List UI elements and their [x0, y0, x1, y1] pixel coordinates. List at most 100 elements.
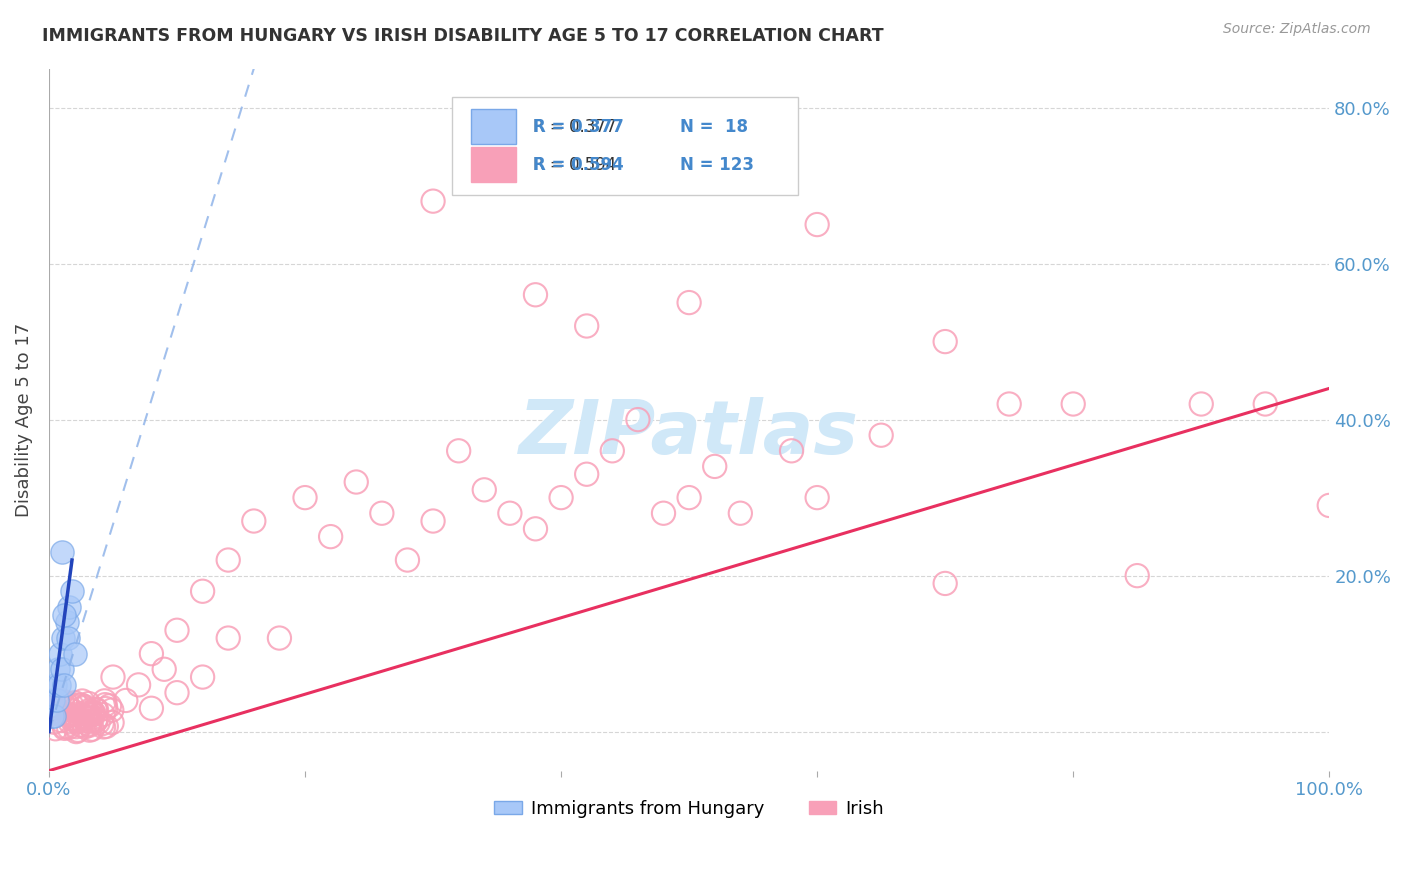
Point — [84, 714, 107, 728]
Point — [59, 714, 82, 729]
Point — [66, 707, 89, 722]
Point — [141, 701, 163, 715]
Point — [934, 576, 956, 591]
Point — [93, 694, 115, 708]
Point — [66, 714, 89, 729]
Point — [58, 599, 80, 614]
Point — [217, 631, 239, 645]
Point — [319, 530, 342, 544]
Point — [60, 712, 83, 726]
Point — [128, 678, 150, 692]
Text: N = 123: N = 123 — [681, 156, 754, 174]
Point — [63, 647, 86, 661]
Point — [55, 696, 77, 710]
Text: R = 0.377: R = 0.377 — [533, 118, 624, 136]
Point — [73, 699, 96, 714]
Point — [45, 701, 67, 715]
Point — [191, 584, 214, 599]
Point — [65, 712, 87, 726]
Point — [91, 707, 114, 722]
Point — [780, 443, 803, 458]
Point — [79, 723, 101, 738]
Point — [51, 693, 73, 707]
Point — [166, 686, 188, 700]
Point — [344, 475, 367, 489]
Point — [69, 713, 91, 727]
Point — [153, 662, 176, 676]
Point — [65, 720, 87, 734]
Point — [269, 631, 291, 645]
Point — [53, 720, 76, 734]
Point — [371, 506, 394, 520]
Text: R = 0.594: R = 0.594 — [533, 156, 616, 174]
Point — [53, 722, 76, 736]
Point — [1317, 499, 1340, 513]
Point — [1189, 397, 1212, 411]
Point — [94, 701, 117, 715]
Point — [1062, 397, 1084, 411]
Point — [77, 717, 100, 731]
Point — [66, 723, 89, 738]
Point — [69, 718, 91, 732]
Point — [83, 706, 105, 720]
Point — [84, 702, 107, 716]
Point — [44, 722, 66, 736]
Point — [652, 506, 675, 520]
Point — [60, 584, 83, 599]
Point — [77, 707, 100, 722]
Point — [934, 334, 956, 349]
Point — [499, 506, 522, 520]
Point — [42, 709, 65, 723]
Point — [422, 514, 444, 528]
Point — [806, 218, 828, 232]
Point — [96, 719, 118, 733]
Point — [63, 696, 86, 710]
Point — [524, 522, 547, 536]
Point — [73, 720, 96, 734]
Point — [59, 708, 82, 723]
Text: R = 0.594: R = 0.594 — [533, 156, 624, 174]
Y-axis label: Disability Age 5 to 17: Disability Age 5 to 17 — [15, 323, 32, 516]
Point — [72, 706, 94, 721]
Point — [79, 703, 101, 717]
Point — [91, 716, 114, 731]
Point — [870, 428, 893, 442]
Point — [66, 713, 89, 727]
Point — [703, 459, 725, 474]
Point — [678, 491, 700, 505]
Bar — [471, 109, 516, 145]
Point — [82, 722, 104, 736]
Point — [217, 553, 239, 567]
Point — [79, 718, 101, 732]
Bar — [471, 147, 516, 182]
Text: Source: ZipAtlas.com: Source: ZipAtlas.com — [1223, 22, 1371, 37]
Legend: Immigrants from Hungary, Irish: Immigrants from Hungary, Irish — [488, 792, 891, 825]
Point — [191, 670, 214, 684]
Point — [51, 706, 73, 721]
Point — [44, 678, 66, 692]
Point — [77, 697, 100, 711]
Point — [101, 703, 124, 717]
Point — [114, 693, 136, 707]
Point — [101, 670, 124, 684]
Point — [56, 631, 79, 645]
FancyBboxPatch shape — [453, 96, 799, 195]
Point — [58, 707, 80, 722]
Point — [42, 715, 65, 730]
Point — [66, 698, 89, 713]
Text: ZIPatlas: ZIPatlas — [519, 397, 859, 470]
Point — [84, 712, 107, 726]
Point — [600, 443, 623, 458]
Point — [76, 711, 98, 725]
Point — [72, 708, 94, 723]
Point — [82, 707, 104, 722]
Point — [87, 715, 110, 730]
Point — [41, 709, 63, 723]
Point — [65, 724, 87, 739]
Point — [84, 703, 107, 717]
Point — [66, 714, 89, 728]
Point — [447, 443, 470, 458]
Point — [730, 506, 752, 520]
Point — [55, 697, 77, 711]
Point — [49, 647, 72, 661]
